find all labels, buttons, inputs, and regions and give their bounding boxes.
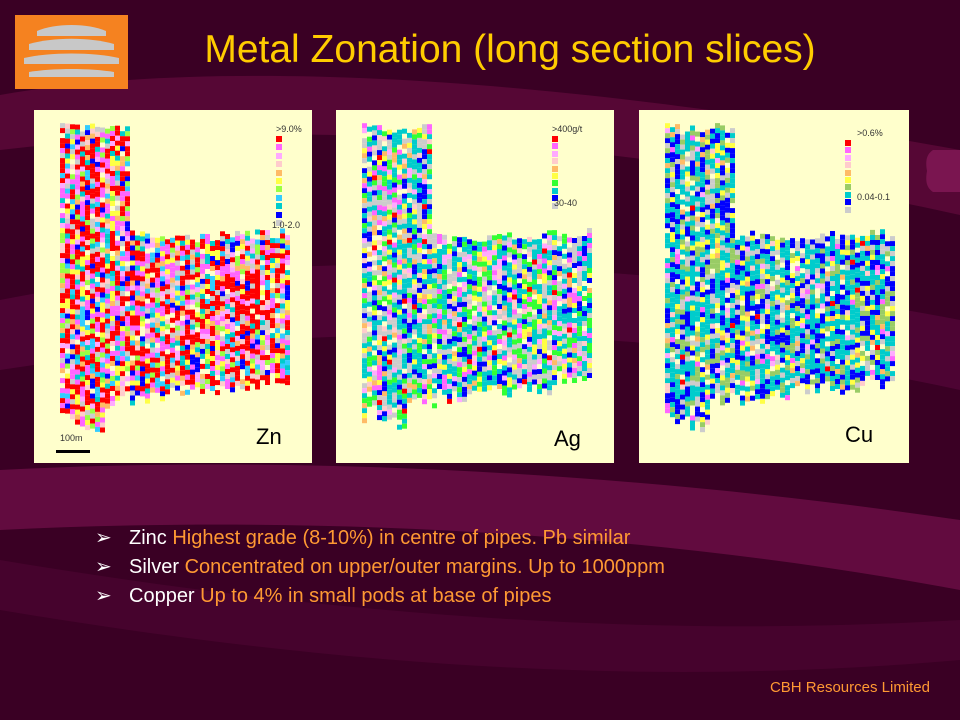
legend-swatch (845, 154, 851, 161)
ag-section-panel: >400g/t 30-40 Ag (336, 110, 614, 463)
legend-swatch (552, 173, 558, 179)
scale-bar-label: 100m (60, 433, 83, 443)
bullet-keyword: Copper (129, 585, 195, 607)
legend-swatch (845, 162, 851, 169)
zn-section-panel: >9.0% 1.0-2.0 100m Zn (34, 110, 312, 463)
bullet-zinc: ➢ Zinc Highest grade (8-10%) in centre of… (95, 524, 665, 553)
legend-swatch (276, 169, 282, 176)
bullet-text: Highest grade (8-10%) in centre of pipes… (172, 527, 631, 549)
legend-swatch (845, 169, 851, 176)
scale-bar (56, 450, 90, 453)
legend-swatch (276, 220, 282, 226)
ag-ore-body-map (362, 123, 592, 430)
zn-ore-body-map (60, 123, 290, 433)
cu-label: Cu (845, 422, 874, 447)
bullet-keyword: Zinc (129, 527, 167, 549)
zn-label: Zn (256, 424, 282, 449)
bullet-text: Up to 4% in small pods at base of pipes (200, 585, 552, 607)
legend-swatch (552, 202, 558, 209)
legend-swatch (276, 186, 282, 193)
ag-label: Ag (554, 426, 581, 451)
bullet-keyword: Silver (129, 556, 180, 578)
cbh-logo-icon (15, 15, 128, 89)
side-tab-decoration (925, 150, 960, 192)
legend-swatch (845, 140, 851, 146)
cu-ore-body-map (665, 123, 895, 433)
legend-swatch (552, 165, 558, 172)
bullet-text: Concentrated on upper/outer margins. Up … (184, 556, 665, 578)
legend-swatch (845, 184, 851, 191)
legend-swatch (845, 206, 851, 213)
legend-swatch (845, 191, 851, 198)
zn-legend-top-label: >9.0% (276, 124, 302, 134)
ag-legend-top-label: >400g/t (552, 124, 583, 134)
legend-swatch (552, 187, 558, 194)
legend-swatch (552, 158, 558, 165)
footer-company: CBH Resources Limited (769, 679, 930, 696)
legend-swatch (276, 136, 282, 142)
legend-swatch (276, 144, 282, 151)
legend-swatch (276, 161, 282, 168)
page-title: Metal Zonation (long section slices) (204, 28, 816, 71)
bullet-silver: ➢ Silver Concentrated on upper/outer marg… (95, 553, 665, 582)
legend-swatch (552, 136, 558, 142)
legend-swatch (552, 180, 558, 187)
legend-swatch (276, 178, 282, 184)
legend-swatch (276, 211, 282, 218)
legend-swatch (276, 194, 282, 201)
arrow-bullet-icon: ➢ (95, 585, 112, 607)
ag-legend-bottom-label: 30-40 (554, 198, 578, 208)
legend-swatch (845, 177, 851, 183)
legend-swatch (845, 199, 851, 206)
bullet-list: ➢ Zinc Highest grade (8-10%) in centre of… (95, 524, 665, 611)
zn-legend-bottom-label: 1.0-2.0 (272, 220, 301, 230)
arrow-bullet-icon: ➢ (95, 556, 112, 578)
legend-swatch (845, 147, 851, 154)
legend-swatch (552, 195, 558, 202)
legend-swatch (552, 150, 558, 157)
cu-legend-bottom-label: 0.04-0.1 (857, 192, 891, 202)
legend-swatch (276, 152, 282, 159)
cu-legend-top-label: >0.6% (857, 128, 883, 138)
cu-section-panel: >0.6% 0.04-0.1 Cu (639, 110, 909, 463)
legend-swatch (276, 203, 282, 210)
arrow-bullet-icon: ➢ (95, 527, 112, 549)
legend-swatch (552, 143, 558, 150)
bullet-copper: ➢ Copper Up to 4% in small pods at base o… (95, 582, 665, 611)
